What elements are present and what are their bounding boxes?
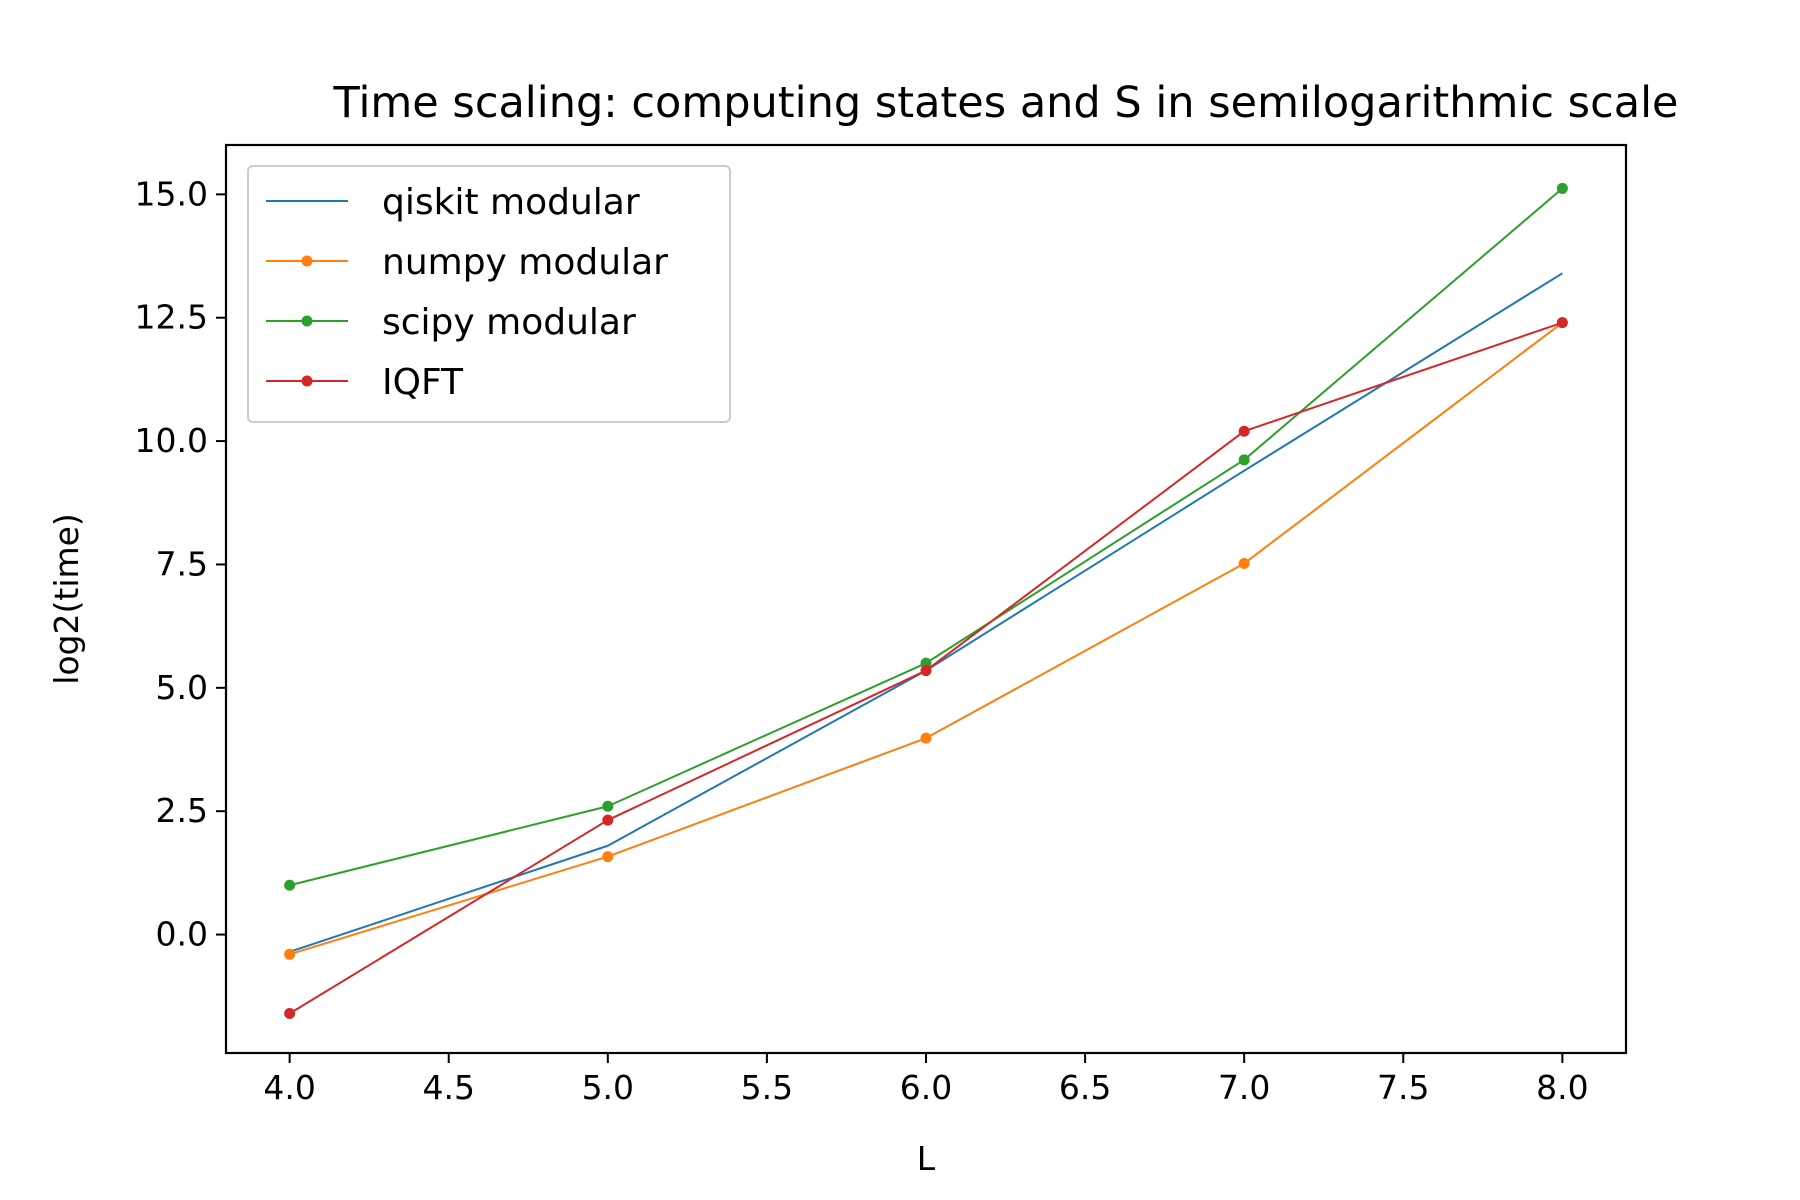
data-point-iqft: [602, 814, 614, 826]
data-point-numpy-modular: [602, 851, 614, 863]
data-point-scipy-modular: [1238, 454, 1250, 466]
legend-label: qiskit modular: [382, 182, 640, 223]
x-axis: 4.0 4.5 5.0 5.5 6.0 6.5 7.0 7.5 8.0: [263, 1053, 1589, 1107]
legend-label: numpy modular: [382, 242, 668, 283]
y-tick-label: 12.5: [135, 298, 208, 337]
legend: qiskit modular numpy modular scipy modular…: [247, 165, 731, 423]
x-tick-label: 5.0: [582, 1068, 634, 1107]
data-point-iqft: [284, 1008, 296, 1020]
y-axis: 0.0 2.5 5.0 7.5 10.0 12.5 15.0: [135, 174, 226, 954]
legend-marker: [301, 375, 313, 387]
y-tick-label: 0.0: [156, 915, 208, 954]
legend-box: [247, 165, 731, 423]
x-tick-label: 5.5: [741, 1068, 793, 1107]
y-tick-label: 5.0: [156, 668, 208, 707]
data-point-numpy-modular: [284, 948, 296, 960]
plot-area: [284, 182, 1568, 1020]
data-point-iqft: [920, 665, 932, 677]
x-tick-label: 6.0: [900, 1068, 952, 1107]
data-point-iqft: [1238, 425, 1250, 437]
data-point-numpy-modular: [1238, 557, 1250, 569]
y-tick-label: 15.0: [135, 174, 208, 213]
x-tick-label: 8.0: [1536, 1068, 1588, 1107]
legend-marker: [301, 315, 313, 327]
x-tick-label: 4.0: [263, 1068, 315, 1107]
legend-label: scipy modular: [382, 302, 636, 343]
chart-title: Time scaling: computing states and S in …: [333, 78, 1679, 128]
y-tick-label: 10.0: [135, 421, 208, 460]
y-tick-label: 2.5: [156, 791, 208, 830]
x-tick-label: 7.5: [1377, 1068, 1429, 1107]
x-tick-label: 4.5: [422, 1068, 474, 1107]
data-point-scipy-modular: [284, 879, 296, 891]
x-axis-label: L: [917, 1139, 936, 1178]
data-point-scipy-modular: [602, 800, 614, 812]
y-tick-label: 7.5: [156, 544, 208, 583]
x-tick-label: 6.5: [1059, 1068, 1111, 1107]
y-axis-label: log2(time): [47, 513, 86, 685]
data-point-scipy-modular: [1556, 182, 1568, 194]
legend-label: IQFT: [382, 362, 464, 403]
data-point-iqft: [1556, 317, 1568, 329]
x-tick-label: 7.0: [1218, 1068, 1270, 1107]
legend-marker: [301, 255, 313, 267]
data-point-numpy-modular: [920, 732, 932, 744]
